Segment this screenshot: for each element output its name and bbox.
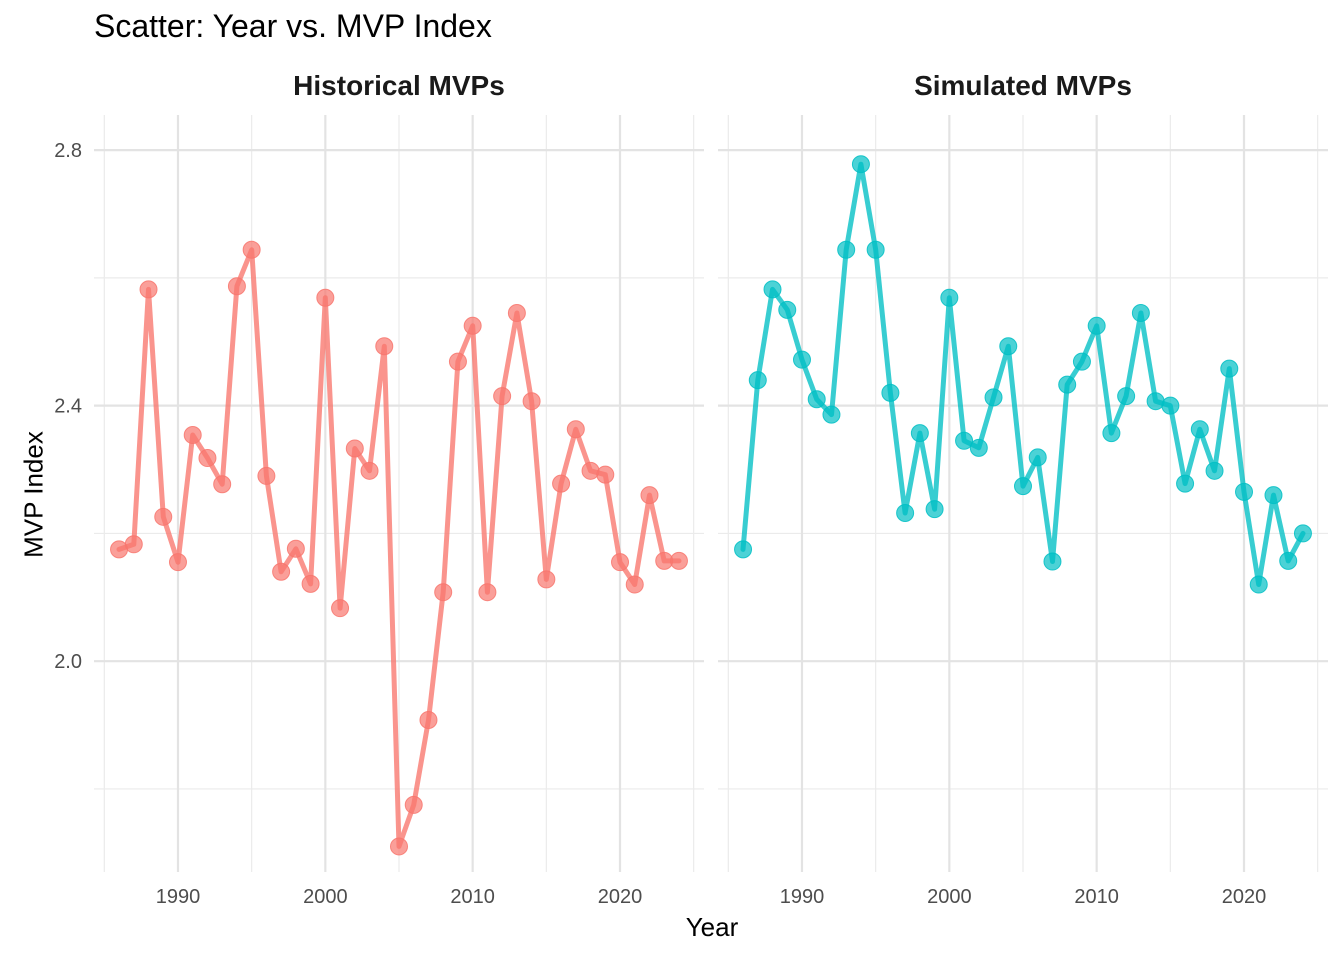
data-point xyxy=(419,710,438,729)
data-point xyxy=(566,420,585,439)
y-tick-label: 2.0 xyxy=(54,651,82,673)
x-tick-label: 1990 xyxy=(156,886,201,908)
data-point xyxy=(448,352,467,371)
data-point xyxy=(124,535,143,554)
data-point xyxy=(984,388,1003,407)
data-point xyxy=(478,583,497,602)
data-point xyxy=(198,449,217,468)
data-point xyxy=(213,475,232,494)
x-tick-label: 2010 xyxy=(450,886,495,908)
data-point xyxy=(375,337,394,356)
data-point xyxy=(227,277,246,296)
data-point xyxy=(463,316,482,335)
data-point xyxy=(272,562,291,581)
data-point xyxy=(1014,477,1032,496)
data-point xyxy=(507,304,526,323)
data-point xyxy=(822,405,841,424)
data-point xyxy=(1087,316,1106,335)
data-point xyxy=(910,424,929,443)
data-point xyxy=(168,553,187,572)
data-point xyxy=(611,553,630,572)
data-point xyxy=(1161,396,1180,415)
data-point xyxy=(763,280,782,299)
data-point xyxy=(1028,448,1047,467)
x-tick-label: 2020 xyxy=(1222,886,1267,908)
x-axis-title: Year xyxy=(685,912,739,942)
data-point xyxy=(301,574,320,593)
data-point xyxy=(183,426,202,445)
data-point xyxy=(1043,552,1062,571)
data-point xyxy=(625,575,644,594)
data-point xyxy=(493,387,512,406)
data-point xyxy=(1102,424,1121,443)
y-axis-title: MVP Index xyxy=(18,431,49,558)
x-tick-label: 1990 xyxy=(780,886,825,908)
data-point xyxy=(866,240,885,259)
data-point xyxy=(969,438,988,457)
data-point xyxy=(404,795,423,814)
data-point xyxy=(1264,486,1283,505)
data-point xyxy=(522,392,541,411)
data-point xyxy=(896,503,915,522)
data-point xyxy=(778,300,797,319)
data-point xyxy=(640,486,659,505)
x-tick-label: 2020 xyxy=(598,886,643,908)
data-point xyxy=(1279,551,1298,570)
data-point xyxy=(434,583,453,602)
data-point xyxy=(1235,482,1254,501)
data-point xyxy=(286,539,305,558)
data-point xyxy=(851,155,870,174)
data-point xyxy=(1072,352,1091,371)
data-point xyxy=(1205,461,1224,480)
panel-title-historical: Historical MVPs xyxy=(293,70,505,101)
data-point xyxy=(390,837,408,856)
data-point xyxy=(1293,524,1312,543)
data-point xyxy=(669,551,688,570)
data-point xyxy=(1190,420,1209,439)
data-point xyxy=(345,439,364,458)
data-point xyxy=(596,465,615,484)
data-point xyxy=(1220,359,1239,378)
data-point xyxy=(257,466,276,485)
data-point xyxy=(734,540,753,559)
data-point xyxy=(139,280,158,299)
data-point xyxy=(581,461,600,480)
data-point xyxy=(792,350,811,369)
data-point xyxy=(242,240,261,259)
data-point xyxy=(837,240,856,259)
data-point xyxy=(999,337,1018,356)
data-point xyxy=(1117,387,1136,406)
data-point xyxy=(316,288,335,307)
x-tick-label: 2000 xyxy=(303,886,348,908)
data-point xyxy=(154,507,173,526)
y-tick-label: 2.4 xyxy=(54,396,82,418)
data-point xyxy=(1249,575,1268,594)
panel-title-simulated: Simulated MVPs xyxy=(914,70,1132,101)
chart-title: Scatter: Year vs. MVP Index xyxy=(94,8,492,44)
data-point xyxy=(1131,304,1150,323)
data-point xyxy=(331,599,350,618)
data-point xyxy=(1058,375,1077,394)
data-point xyxy=(552,474,571,493)
data-point xyxy=(955,431,974,450)
data-point xyxy=(807,390,826,409)
y-tick-label: 2.8 xyxy=(54,140,82,162)
data-point xyxy=(360,461,379,480)
data-point xyxy=(925,500,944,519)
data-point xyxy=(537,570,556,589)
data-point xyxy=(940,288,959,307)
data-point xyxy=(881,383,900,402)
data-point xyxy=(1176,474,1195,493)
data-point xyxy=(748,371,767,390)
x-tick-label: 2000 xyxy=(927,886,972,908)
x-tick-label: 2010 xyxy=(1074,886,1119,908)
